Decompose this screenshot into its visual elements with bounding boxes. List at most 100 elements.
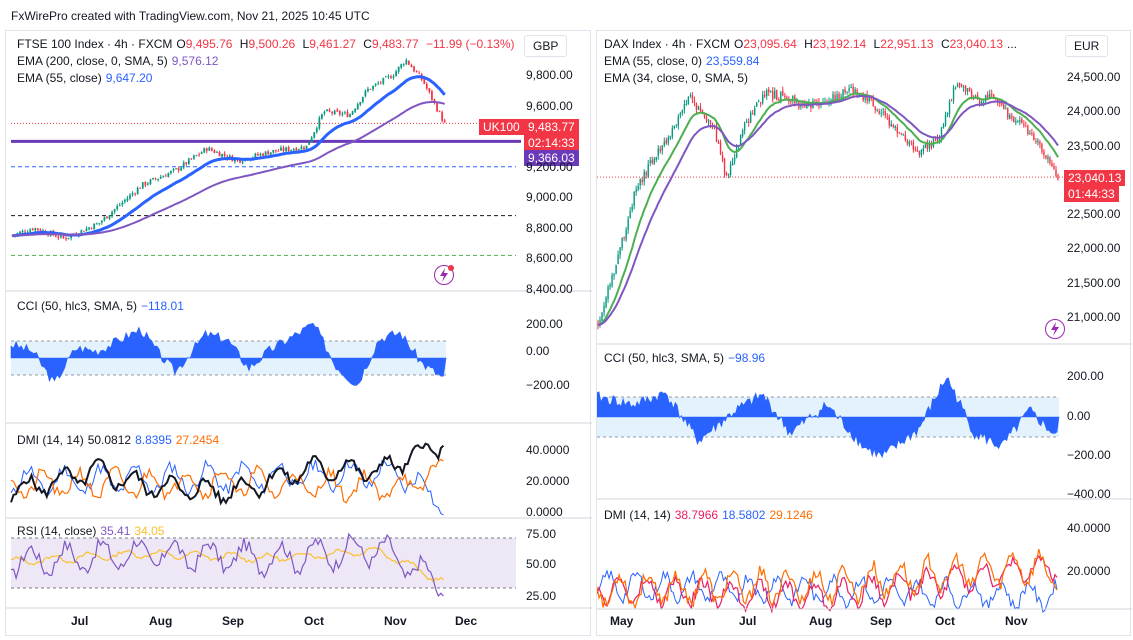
candle-body [629, 211, 631, 219]
candle-body [282, 147, 285, 151]
dax-time-axis-label: Sep [870, 614, 893, 628]
dax-cci-legend[interactable]: CCI (50, hlc3, SMA, 5) −98.96 [604, 351, 766, 365]
ftse-change: −11.99 (−0.13%) [426, 37, 515, 51]
candle-body [790, 101, 792, 102]
candle-body [651, 159, 653, 164]
ftse-price-axis-label: 9,200.00 [526, 159, 573, 174]
candle-body [653, 158, 655, 164]
candle-body [764, 94, 766, 97]
candle-body [749, 112, 752, 123]
candle-body [743, 122, 746, 131]
candle-body [609, 284, 611, 287]
ftse-dmi-axis-label: 20.0000 [526, 474, 570, 488]
candle-body [912, 142, 915, 150]
candle-body [848, 88, 850, 92]
candle-body [164, 175, 167, 177]
dax-currency-button[interactable]: EUR [1065, 35, 1109, 57]
candle-body [131, 193, 134, 195]
candle-body [62, 235, 65, 239]
ema-200-line [12, 101, 445, 237]
adx-line [597, 554, 1058, 614]
dax-ema34-legend[interactable]: EMA (34, close, 0, SMA, 5) [604, 71, 749, 85]
ftse-countdown-tag: 02:14:33 [524, 135, 579, 151]
candle-body [295, 148, 298, 151]
candle-body [213, 150, 216, 153]
candle-body [415, 70, 418, 73]
candle-body [39, 229, 42, 232]
candle-body [707, 119, 710, 122]
candle-body [938, 139, 941, 142]
ftse-cci-legend[interactable]: CCI (50, hlc3, SMA, 5) −118.01 [17, 299, 184, 313]
candle-body [691, 95, 694, 100]
candle-body [344, 112, 346, 114]
candle-body [601, 312, 603, 321]
dax-time-axis-label: Nov [1005, 614, 1028, 628]
candle-body [613, 274, 615, 276]
candle-body [126, 198, 129, 201]
ftse-ema200-legend[interactable]: EMA (200, close, 0, SMA, 5) 9,576.12 [17, 54, 219, 68]
candle-body [864, 95, 866, 100]
candle-body [906, 140, 909, 144]
ftse-currency-button[interactable]: GBP [524, 35, 568, 57]
dmi-minus-line [597, 548, 1058, 610]
candle-body [719, 142, 722, 155]
rsi-line [10, 532, 444, 597]
candle-body [970, 90, 973, 97]
candle-body [663, 141, 665, 146]
ftse-dmi-legend[interactable]: DMI (14, 14) 50.0812 8.8395 27.2454 [17, 433, 220, 447]
candle-body [336, 109, 339, 112]
candle-body [948, 101, 951, 114]
dax-chart-panel[interactable]: DAX Index · 4h · FXCM O23,095.64 H23,192.… [596, 30, 1132, 637]
candle-body [782, 90, 784, 96]
candle-body [784, 95, 786, 97]
candle-body [1005, 108, 1007, 110]
candle-body [695, 102, 698, 110]
dax-cci-axis-label: 0.00 [1067, 409, 1091, 423]
rsi-band [11, 538, 516, 588]
candle-body [703, 113, 706, 117]
candle-body [195, 155, 198, 156]
dax-lightning-icon[interactable] [1045, 319, 1065, 339]
ftse-time-axis-label: Dec [455, 614, 478, 628]
candle-body [354, 108, 357, 112]
candle-body [436, 102, 438, 112]
ftse-ema55-legend[interactable]: EMA (55, close) 9,647.20 [17, 71, 153, 85]
dax-chart-canvas[interactable] [597, 31, 1132, 637]
candle-body [741, 130, 744, 137]
dax-time-axis-label: Jul [739, 614, 757, 628]
ftse-dmi-axis-label: 0.0000 [526, 505, 563, 519]
dax-dmi-axis-label: 40.0000 [1067, 521, 1111, 535]
dax-price-axis-label: 21,500.00 [1067, 275, 1121, 290]
ftse-chart-canvas[interactable] [6, 31, 592, 637]
candle-body [374, 83, 377, 86]
candle-body [643, 171, 645, 182]
candle-body [210, 148, 213, 151]
candle-body [88, 227, 90, 230]
candle-body [689, 95, 692, 97]
candle-body [267, 151, 270, 155]
candle-body [326, 109, 328, 112]
dax-dmi-legend[interactable]: DMI (14, 14) 38.7966 18.5802 29.1246 [604, 508, 813, 522]
dax-ema55-legend[interactable]: EMA (55, close, 0) 23,559.84 [604, 54, 760, 68]
candle-body [705, 117, 708, 121]
ftse-alert-dot [448, 265, 454, 271]
ftse-lightning-icon[interactable] [434, 265, 454, 285]
candle-body [90, 227, 93, 229]
candle-body [441, 112, 444, 121]
candle-body [733, 157, 736, 162]
ftse-chart-panel[interactable]: FTSE 100 Index · 4h · FXCM O9,495.76 H9,5… [5, 30, 592, 637]
candle-body [106, 216, 108, 219]
candle-body [297, 149, 300, 151]
candle-body [597, 322, 599, 326]
candle-body [395, 71, 397, 77]
candle-body [111, 211, 113, 216]
candle-body [802, 102, 804, 105]
candle-body [280, 147, 282, 151]
candle-body [958, 82, 961, 86]
candle-body [836, 94, 838, 100]
candle-body [922, 147, 925, 151]
candle-body [57, 236, 60, 238]
ftse-rsi-legend[interactable]: RSI (14, close) 35.41 34.05 [17, 524, 165, 538]
candle-body [24, 231, 26, 233]
candle-body [962, 86, 965, 88]
